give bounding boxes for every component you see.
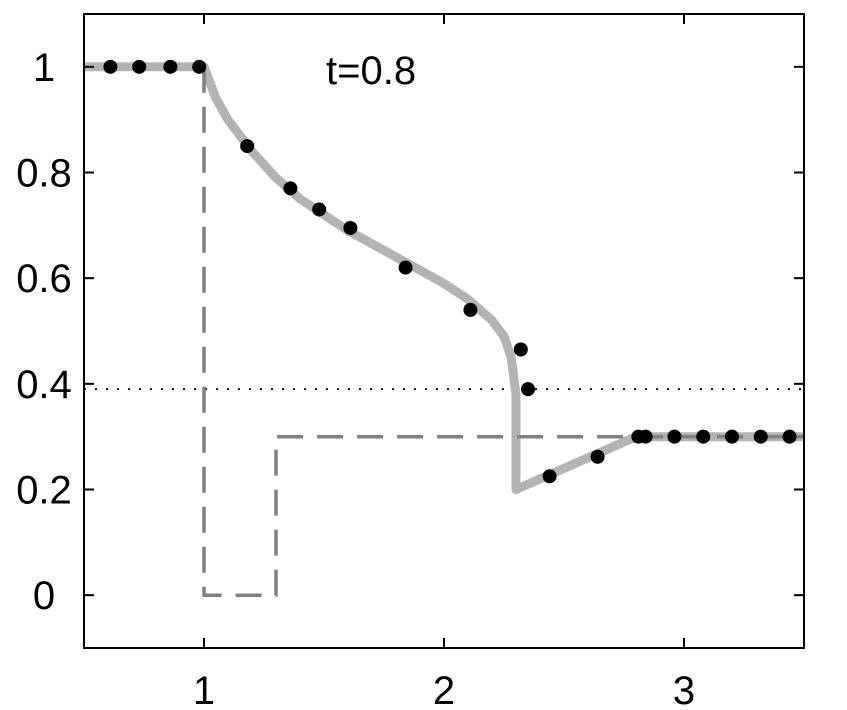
data-point [240,139,255,154]
y-tick-label: 0.6 [16,257,72,301]
plot-frame [83,13,805,649]
data-point [590,449,605,464]
data-point [163,59,178,74]
y-tick-label: 0 [33,574,55,618]
data-point [398,260,413,275]
y-tick-label: 0.2 [16,469,72,513]
data-point [667,429,682,444]
x-tick-label: 1 [193,669,215,710]
data-point [638,429,653,444]
axes-layer: 1 2 3 0 0.2 0.4 0.6 0.8 1 [16,13,805,710]
data-point [521,382,535,397]
data-point [192,59,207,74]
data-point [513,342,528,357]
data-point [283,181,298,196]
data-point [696,429,711,444]
y-tick-label: 0.8 [16,152,72,196]
solution-line [84,62,804,494]
data-point [782,429,797,444]
data-point [132,59,147,74]
data-point [103,59,118,74]
data-point [463,302,478,317]
series-layer [84,62,804,597]
data-point [753,429,768,444]
x-tick-label: 3 [673,669,695,710]
data-point [725,429,739,444]
annotation-label: t=0.8 [326,49,416,93]
x-tick-label: 2 [433,669,455,710]
data-point [312,202,327,217]
initial-condition-line [202,66,804,597]
data-point [343,220,358,235]
dots-layer [103,59,797,484]
y-tick-label: 0.4 [16,363,72,407]
y-tick-label: 1 [33,46,55,90]
data-point [542,469,557,484]
